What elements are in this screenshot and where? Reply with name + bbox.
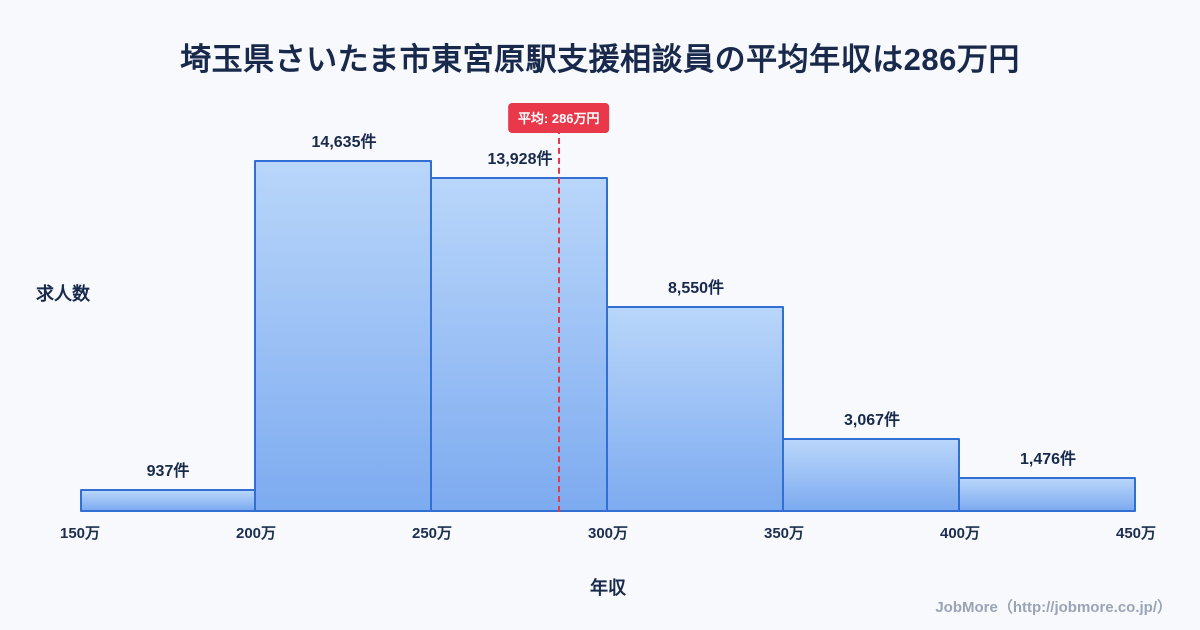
average-badge: 平均: 286万円 xyxy=(507,103,610,133)
bar xyxy=(606,306,784,512)
x-tick-label: 350万 xyxy=(763,525,805,542)
bar xyxy=(80,489,256,512)
bar-value-label: 937件 xyxy=(146,463,190,481)
footer-credit: JobMore（http://jobmore.co.jp/） xyxy=(935,599,1172,616)
x-tick-label: 300万 xyxy=(587,525,629,542)
bar xyxy=(958,476,1136,512)
x-tick-label: 250万 xyxy=(411,525,453,542)
average-line xyxy=(557,128,560,512)
bar-value-label: 14,635件 xyxy=(311,134,377,151)
x-tick-label: 200万 xyxy=(235,525,277,542)
bar xyxy=(254,160,432,512)
x-tick-label: 400万 xyxy=(939,525,981,542)
bar-value-label: 1,476件 xyxy=(1019,450,1077,468)
y-axis-label: 求人数 xyxy=(36,284,90,304)
x-tick-label: 450万 xyxy=(1115,525,1157,542)
bar xyxy=(782,438,960,512)
chart-title: 埼玉県さいたま市東宮原駅支援相談員の平均年収は286万円 xyxy=(180,42,1020,77)
bar-value-label: 8,550件 xyxy=(667,280,725,298)
bar xyxy=(430,177,608,512)
x-axis-label: 年収 xyxy=(590,578,626,598)
x-tick-label: 150万 xyxy=(59,525,101,542)
bar-value-label: 3,067件 xyxy=(843,412,901,430)
bar-value-label: 13,928件 xyxy=(487,151,553,169)
